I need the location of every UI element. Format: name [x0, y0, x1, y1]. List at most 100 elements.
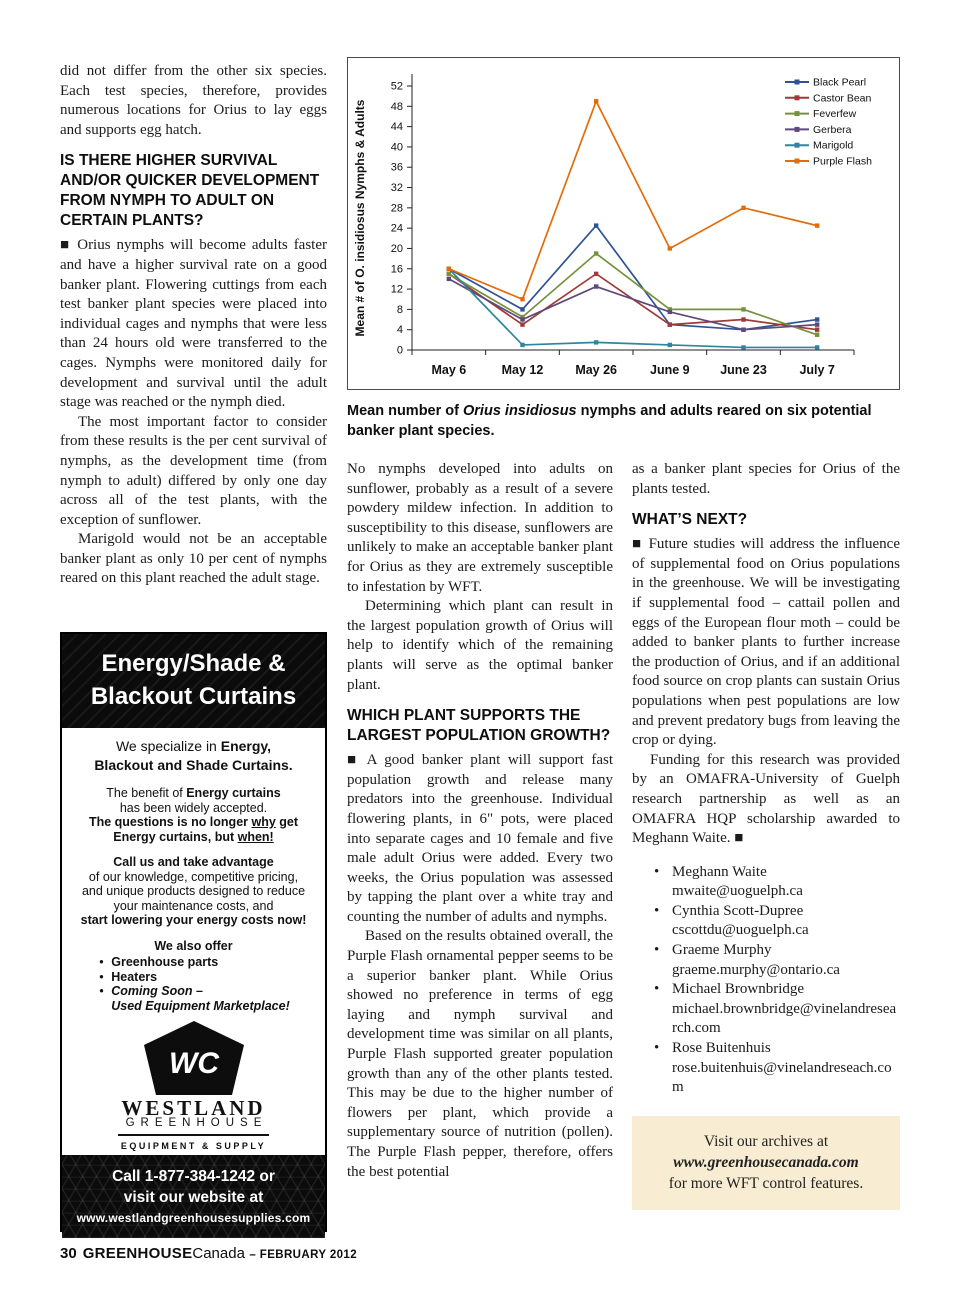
ad-text-bold: start lowering your energy costs now!	[80, 913, 307, 927]
svg-text:8: 8	[397, 304, 403, 316]
right-text-column: as a banker plant species for Orius of t…	[632, 460, 900, 1210]
svg-text:Feverfew: Feverfew	[813, 108, 857, 120]
contact-name: Michael Brownbridge	[672, 981, 805, 998]
svg-text:Black Pearl: Black Pearl	[813, 77, 866, 89]
list-item: Greenhouse parts	[97, 955, 290, 970]
contact-list: Meghann Waite mwaite@uoguelph.ca Cynthia…	[632, 863, 900, 1098]
svg-text:0: 0	[397, 345, 403, 357]
ad-website-url[interactable]: www.westlandgreenhousesupplies.com	[76, 1211, 311, 1225]
ad-text-bold: Call us and take advantage	[113, 855, 274, 869]
ad-text-bold: Energy curtains	[186, 786, 281, 800]
contact-email[interactable]: rose.buitenhuis@vinelandreseach.com	[672, 1059, 892, 1096]
svg-text:June 9: June 9	[650, 363, 690, 377]
svg-text:28: 28	[391, 202, 403, 214]
ad-text-bold: Energy curtains, but	[113, 829, 238, 844]
ad-headline-line2: Blackout Curtains	[90, 683, 297, 710]
svg-text:44: 44	[391, 121, 403, 133]
company-line3: EQUIPMENT & SUPPLY	[120, 1140, 267, 1151]
list-item: Graeme Murphy graeme.murphy@ontario.ca	[652, 941, 900, 980]
svg-text:Castor Bean: Castor Bean	[813, 92, 872, 104]
paragraph: The most important factor to consider fr…	[60, 413, 327, 528]
logo-letters: WC	[169, 1047, 220, 1080]
contact-email[interactable]: mwaite@uoguelph.ca	[672, 883, 803, 900]
svg-text:12: 12	[391, 284, 403, 296]
ad-text: has been widely accepted.	[119, 800, 268, 815]
list-item: Rose Buitenhuis rose.buitenhuis@vineland…	[652, 1039, 900, 1098]
ad-text-bold: Energy,	[220, 738, 272, 754]
paragraph: did not differ from the other six specie…	[60, 63, 327, 138]
ad-text-bold: The questions is no longer	[88, 815, 252, 829]
svg-text:May 26: May 26	[575, 363, 617, 377]
paragraph: Marigold would not be an acceptable bank…	[60, 531, 327, 587]
svg-text:June 23: June 23	[720, 363, 767, 377]
paragraph: Based on the results obtained overall, t…	[347, 928, 613, 1180]
ad-body: We specialize in Energy, Blackout and Sh…	[62, 728, 325, 1155]
contact-email[interactable]: cscottdu@uoguelph.ca	[672, 922, 809, 939]
paragraph: ■ Future studies will address the influe…	[632, 536, 900, 749]
ad-text: The benefit of	[106, 786, 187, 800]
archives-callout: Visit our archives at www.greenhousecana…	[632, 1115, 900, 1210]
svg-text:36: 36	[391, 162, 403, 174]
svg-text:May 12: May 12	[502, 363, 544, 377]
ad-text-bold: get	[275, 815, 299, 829]
paragraph: No nymphs developed into adults on sunfl…	[347, 461, 613, 595]
ad-call-text: Call us and take advantage of our knowle…	[68, 855, 319, 928]
company-name: WESTLAND	[121, 1095, 266, 1120]
middle-text-column: No nymphs developed into adults on sunfl…	[347, 460, 613, 1182]
magazine-brand: GREENHOUSE	[82, 1245, 193, 1262]
ad-text: and unique products designed to reduce	[81, 884, 306, 898]
list-item: Meghann Waite mwaite@uoguelph.ca	[652, 863, 900, 902]
list-item: Heaters	[97, 970, 290, 985]
archives-url-link[interactable]: www.greenhousecanada.com	[673, 1153, 859, 1171]
svg-text:July 7: July 7	[799, 363, 834, 377]
page-footer: 30 GREENHOUSECanada – FEBRUARY 2012	[60, 1245, 357, 1263]
contact-name: Rose Buitenhuis	[672, 1040, 771, 1057]
svg-text:Mean # of O. insidiosus Nymphs: Mean # of O. insidiosus Nymphs & Adults	[353, 99, 367, 336]
archives-text-line1: Visit our archives at	[703, 1132, 829, 1150]
issue-date: – FEBRUARY 2012	[249, 1249, 357, 1261]
ad-specialize-text: We specialize in Energy, Blackout and Sh…	[68, 737, 319, 775]
caption-species-italic: Orius insidiosus	[463, 403, 577, 419]
paragraph: ■ Orius nymphs will become adults faster…	[60, 237, 327, 411]
ad-text: of our knowledge, competitive pricing,	[88, 869, 299, 884]
ad-headline-line1: Energy/Shade &	[101, 650, 286, 677]
svg-text:4: 4	[397, 324, 403, 336]
contact-name: Cynthia Scott-Dupree	[672, 902, 804, 919]
svg-text:May 6: May 6	[431, 363, 466, 377]
ad-offer-item: Greenhouse parts	[111, 955, 219, 969]
list-item: Cynthia Scott-Dupree cscottdu@uoguelph.c…	[652, 902, 900, 941]
magazine-brand-light: Canada	[192, 1245, 245, 1262]
contact-name: Graeme Murphy	[672, 942, 772, 959]
ad-cta-text: visit our website at	[123, 1189, 264, 1206]
company-line2: GREENHOUSE	[117, 1116, 270, 1136]
ad-headline: Energy/Shade & Blackout Curtains	[62, 634, 325, 728]
section-heading-survival: IS THERE HIGHER SURVIVAL AND/OR QUICKER …	[60, 152, 320, 230]
ad-offer-title: We also offer	[154, 938, 233, 953]
contact-email[interactable]: michael.brownbridge@vinelandresearch.com	[672, 1000, 897, 1037]
caption-text-pre: Mean number of	[347, 403, 464, 419]
ad-offer-item: Coming Soon –	[111, 984, 203, 998]
svg-text:20: 20	[391, 243, 403, 255]
population-chart: 0 4 8 12 16 20 24 28 32 36 40 44 48 52 May 6 May 12 May …	[347, 57, 900, 390]
paragraph: as a banker plant species for Orius of t…	[632, 461, 900, 497]
svg-text:Gerbera: Gerbera	[813, 124, 852, 136]
ad-offer-item: Heaters	[111, 969, 158, 984]
ad-benefit-text: The benefit of Energy curtains has been …	[68, 786, 319, 844]
westland-logo: WC WESTLAND GREENHOUSE EQUIPMENT & SUPPL…	[68, 1021, 319, 1153]
svg-text:52: 52	[391, 81, 403, 93]
contact-email[interactable]: graeme.murphy@ontario.ca	[672, 961, 840, 978]
ad-text: your maintenance costs, and	[113, 898, 274, 913]
archives-text-line2: for more WFT control features.	[668, 1174, 864, 1192]
list-item: Coming Soon –Used Equipment Marketplace!	[97, 984, 290, 1013]
page-number: 30	[60, 1245, 77, 1262]
ad-text-underline: when!	[237, 829, 274, 844]
ad-offer-item: Used Equipment Marketplace!	[111, 998, 290, 1013]
section-heading-whats-next: WHAT’S NEXT?	[632, 511, 748, 529]
westland-logo-icon: WC	[143, 1021, 244, 1095]
ad-offer-list: We also offer Greenhouse parts Heaters C…	[68, 939, 319, 1014]
caption-text-post: nymphs and adults reared on six potentia…	[347, 403, 872, 439]
chart-caption: Mean number of Orius insidiosus nymphs a…	[347, 401, 900, 441]
svg-text:16: 16	[391, 263, 403, 275]
